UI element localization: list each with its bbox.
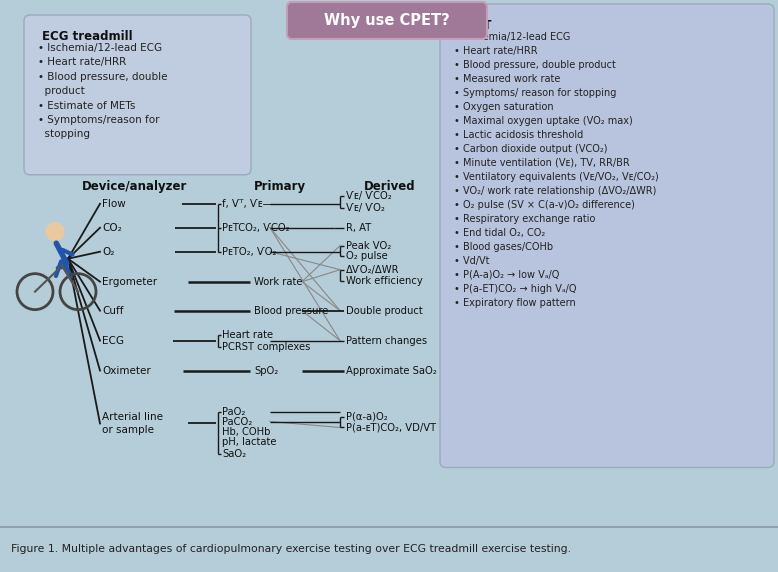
- Text: Pattern changes: Pattern changes: [346, 336, 427, 345]
- Text: Work efficiency: Work efficiency: [346, 276, 422, 285]
- Text: P(a-ᴇT)CO₂, VD/VT: P(a-ᴇT)CO₂, VD/VT: [346, 423, 436, 432]
- FancyBboxPatch shape: [440, 4, 774, 467]
- Text: PᴇTO₂, ѴO₂: PᴇTO₂, ѴO₂: [222, 247, 276, 257]
- Text: Arterial line
or sample: Arterial line or sample: [102, 412, 163, 435]
- FancyArrowPatch shape: [56, 261, 61, 276]
- Text: R, AT: R, AT: [346, 223, 371, 233]
- Text: CO₂: CO₂: [102, 223, 121, 233]
- Text: Ѵᴇ/ ѴCO₂: Ѵᴇ/ ѴCO₂: [346, 191, 392, 201]
- FancyBboxPatch shape: [287, 2, 487, 39]
- Text: SpO₂: SpO₂: [254, 366, 279, 376]
- Text: pH, lactate: pH, lactate: [222, 438, 276, 447]
- Text: Heart rate: Heart rate: [222, 329, 273, 340]
- Text: CPET: CPET: [458, 19, 492, 32]
- Circle shape: [46, 223, 64, 241]
- Text: Work rate: Work rate: [254, 277, 303, 287]
- Text: Peak VO₂: Peak VO₂: [346, 241, 391, 251]
- Text: Ergometer: Ergometer: [102, 277, 157, 287]
- Text: Primary: Primary: [254, 180, 306, 193]
- Text: ΔѴO₂/ΔWR: ΔѴO₂/ΔWR: [346, 265, 399, 275]
- Text: Device/analyzer: Device/analyzer: [82, 180, 187, 193]
- Text: ECG: ECG: [102, 336, 124, 345]
- Text: Figure 1. Multiple advantages of cardiopulmonary exercise testing over ECG tread: Figure 1. Multiple advantages of cardiop…: [11, 543, 571, 554]
- Text: Flow: Flow: [102, 198, 126, 209]
- Text: Double product: Double product: [346, 305, 422, 316]
- Text: f, Ѵᵀ, Ѵᴇ—: f, Ѵᵀ, Ѵᴇ—: [222, 198, 272, 209]
- Text: Oximeter: Oximeter: [102, 366, 151, 376]
- Text: PaO₂: PaO₂: [222, 407, 245, 416]
- FancyArrowPatch shape: [58, 267, 65, 268]
- Text: Why use CPET?: Why use CPET?: [324, 13, 450, 28]
- Text: SaO₂: SaO₂: [222, 450, 246, 459]
- Text: O₂: O₂: [102, 247, 114, 257]
- Text: PaCO₂: PaCO₂: [222, 416, 252, 427]
- Text: Cuff: Cuff: [102, 305, 124, 316]
- Text: P(α-a)O₂: P(α-a)O₂: [346, 411, 387, 422]
- FancyArrowPatch shape: [63, 261, 71, 276]
- Text: Hb, COHb: Hb, COHb: [222, 427, 271, 438]
- FancyArrowPatch shape: [56, 243, 67, 263]
- Text: • Ischemia/12-lead ECG
• Heart rate/HRR
• Blood pressure, double product
• Measu: • Ischemia/12-lead ECG • Heart rate/HRR …: [454, 32, 659, 308]
- FancyArrowPatch shape: [62, 250, 72, 255]
- Text: Approximate SaO₂: Approximate SaO₂: [346, 366, 436, 376]
- FancyBboxPatch shape: [24, 15, 251, 175]
- Text: ECG treadmill: ECG treadmill: [42, 30, 132, 43]
- Text: Derived: Derived: [364, 180, 415, 193]
- Text: Ѵᴇ/ ѴO₂: Ѵᴇ/ ѴO₂: [346, 202, 385, 213]
- Text: O₂ pulse: O₂ pulse: [346, 251, 387, 261]
- Text: • Ischemia/12-lead ECG
• Heart rate/HRR
• Blood pressure, double
  product
• Est: • Ischemia/12-lead ECG • Heart rate/HRR …: [38, 43, 167, 140]
- Text: PCRST complexes: PCRST complexes: [222, 341, 310, 352]
- Text: PᴇTCO₂, ѴCO₂: PᴇTCO₂, ѴCO₂: [222, 223, 289, 233]
- Text: Blood pressure: Blood pressure: [254, 305, 328, 316]
